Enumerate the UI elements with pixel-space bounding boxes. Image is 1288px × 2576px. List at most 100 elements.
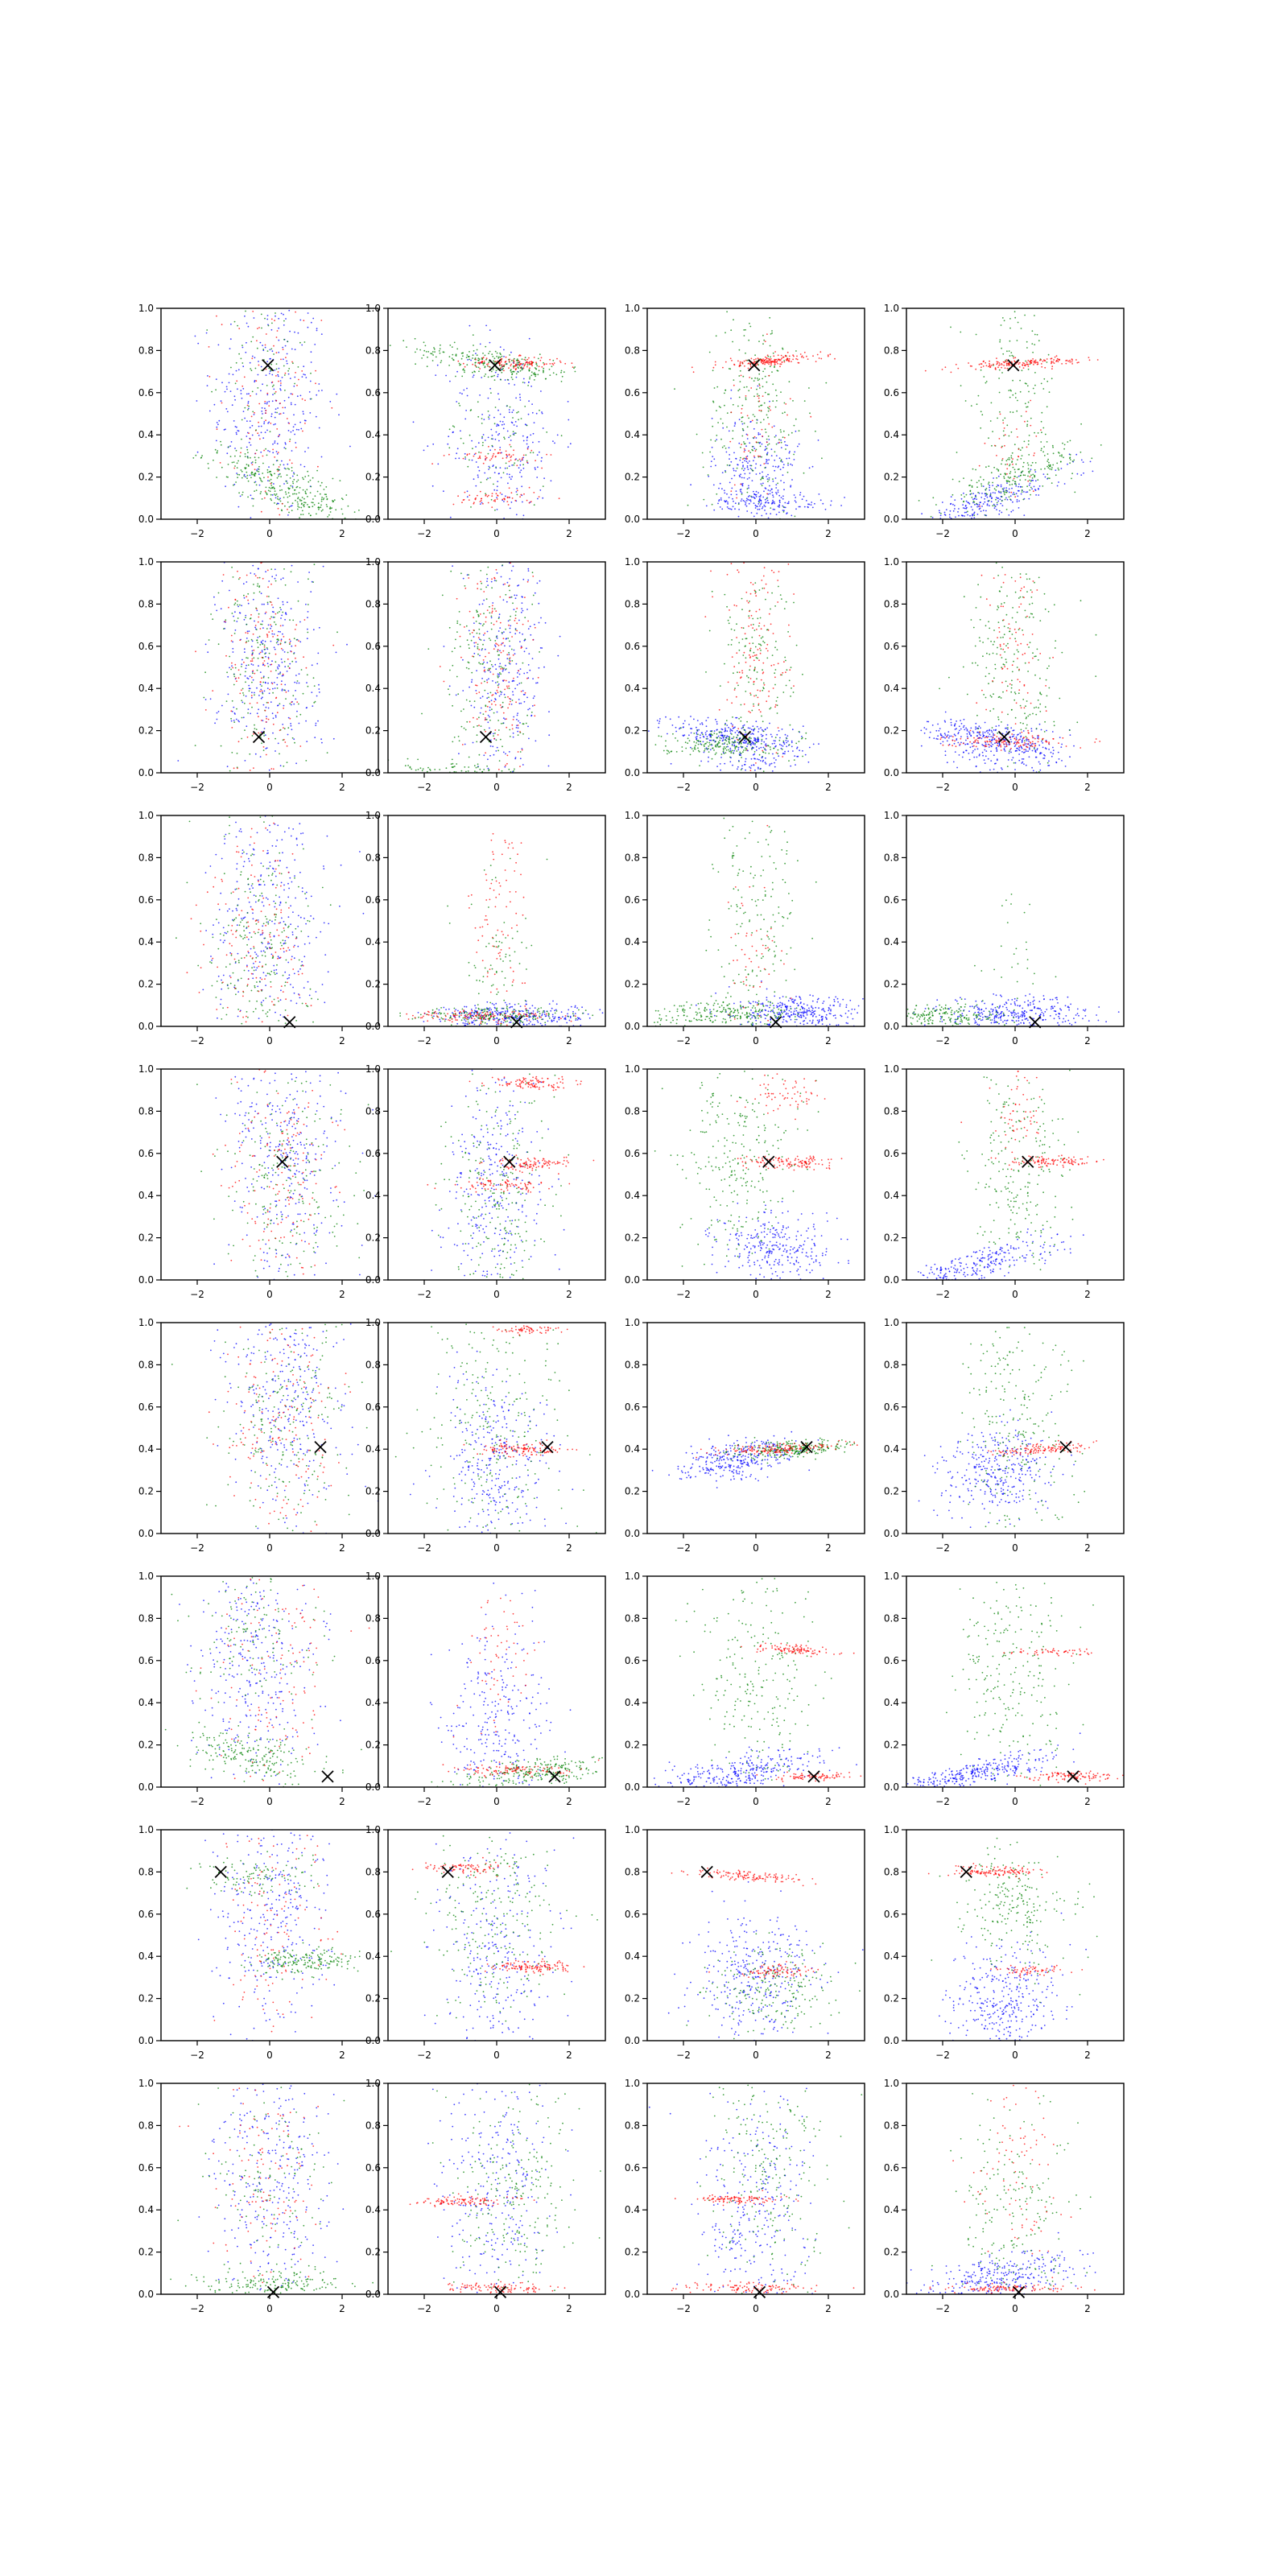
scatter-point-series-2 — [999, 339, 1001, 341]
scatter-point-series-1 — [299, 394, 302, 397]
scatter-point-series-1 — [237, 720, 239, 721]
scatter-point-series-2 — [460, 357, 463, 360]
scatter-point-series-3 — [744, 365, 745, 367]
scatter-point-series-2 — [233, 683, 235, 686]
scatter-point-series-2 — [532, 452, 535, 454]
scatter-point-series-2 — [483, 623, 485, 625]
scatter-point-series-3 — [258, 364, 260, 366]
scatter-point-series-1 — [945, 509, 947, 510]
scatter-point-series-1 — [443, 490, 444, 493]
scatter-point-series-1 — [514, 594, 516, 597]
scatter-point-series-2 — [423, 349, 426, 352]
scatter-point-series-3 — [524, 597, 526, 598]
scatter-point-series-1 — [728, 726, 729, 729]
scatter-point-series-2 — [952, 493, 954, 496]
scatter-point-series-1 — [810, 504, 812, 506]
scatter-point-series-2 — [320, 481, 323, 484]
scatter-point-series-1 — [237, 605, 239, 608]
scatter-point-series-2 — [244, 729, 246, 731]
scatter-point-series-3 — [746, 415, 749, 417]
scatter-point-series-2 — [433, 347, 435, 349]
scatter-point-series-3 — [288, 667, 291, 669]
scatter-point-series-3 — [1014, 357, 1017, 359]
scatter-point-series-2 — [291, 487, 294, 489]
scatter-point-series-1 — [510, 570, 513, 572]
scatter-point-series-1 — [294, 376, 296, 378]
scatter-point-series-1 — [278, 673, 279, 675]
scatter-point-series-3 — [500, 707, 502, 708]
scatter-point-series-3 — [439, 666, 441, 667]
scatter-point-series-2 — [1010, 455, 1013, 457]
scatter-point-series-3 — [980, 363, 982, 365]
scatter-point-series-3 — [301, 370, 303, 372]
scatter-point-series-2 — [476, 609, 477, 612]
scatter-point-series-2 — [481, 436, 483, 438]
scatter-point-series-1 — [498, 398, 500, 400]
scatter-point-series-1 — [734, 732, 737, 733]
scatter-point-series-3 — [762, 358, 764, 360]
scatter-point-series-1 — [272, 452, 275, 454]
scatter-point-series-3 — [509, 358, 511, 361]
scatter-point-series-2 — [971, 485, 973, 487]
scatter-point-series-1 — [248, 393, 250, 395]
scatter-point-series-1 — [470, 704, 473, 707]
scatter-point-series-2 — [464, 371, 465, 374]
scatter-point-series-1 — [717, 735, 720, 737]
scatter-point-series-1 — [734, 423, 737, 425]
scatter-point-series-3 — [924, 369, 927, 372]
scatter-point-series-1 — [1082, 461, 1084, 463]
scatter-point-series-3 — [535, 361, 537, 364]
scatter-point-series-2 — [451, 650, 453, 653]
scatter-point-series-1 — [764, 449, 766, 451]
scatter-point-series-1 — [242, 583, 245, 585]
scatter-point-series-1 — [720, 728, 723, 730]
scatter-point-series-2 — [465, 770, 467, 773]
scatter-point-series-1 — [431, 485, 434, 487]
scatter-point-series-1 — [767, 489, 770, 491]
scatter-point-series-1 — [1006, 490, 1009, 492]
scatter-point-series-2 — [1009, 477, 1012, 478]
scatter-point-series-2 — [456, 348, 459, 350]
scatter-point-series-1 — [976, 498, 977, 500]
scatter-point-series-3 — [510, 365, 512, 367]
scatter-point-series-1 — [755, 490, 758, 493]
scatter-point-series-2 — [1069, 459, 1071, 460]
scatter-point-series-1 — [750, 742, 753, 745]
scatter-point-series-1 — [218, 419, 221, 422]
scatter-point-series-3 — [267, 658, 270, 660]
scatter-point-series-1 — [262, 383, 263, 386]
scatter-point-series-2 — [494, 350, 497, 353]
scatter-point-series-3 — [493, 623, 495, 625]
scatter-point-series-2 — [278, 498, 280, 501]
scatter-point-series-1 — [493, 416, 495, 419]
scatter-point-series-2 — [758, 373, 761, 375]
scatter-point-series-3 — [941, 369, 943, 370]
scatter-point-series-3 — [264, 709, 266, 712]
scatter-point-series-1 — [479, 394, 481, 396]
scatter-point-series-1 — [763, 741, 766, 743]
scatter-point-series-2 — [213, 459, 214, 461]
scatter-point-series-2 — [241, 493, 243, 496]
scatter-point-series-1 — [769, 493, 771, 495]
scatter-point-series-1 — [246, 677, 249, 679]
scatter-point-series-2 — [742, 429, 745, 431]
scatter-point-series-1 — [1060, 468, 1063, 469]
scatter-point-series-3 — [238, 328, 241, 329]
scatter-point-series-2 — [741, 416, 744, 419]
scatter-point-series-2 — [461, 375, 464, 378]
scatter-point-series-1 — [271, 350, 274, 353]
scatter-point-series-2 — [266, 471, 269, 473]
scatter-point-series-1 — [973, 497, 976, 500]
scatter-point-series-2 — [667, 753, 668, 755]
x-marker — [262, 359, 275, 372]
scatter-point-series-2 — [289, 477, 291, 479]
scatter-point-series-3 — [522, 367, 525, 369]
scatter-point-series-1 — [489, 449, 491, 452]
scatter-point-series-1 — [294, 349, 296, 351]
scatter-point-series-1 — [1016, 501, 1018, 503]
scatter-point-series-2 — [329, 506, 332, 509]
x-tick-label: 2 — [825, 528, 832, 539]
scatter-point-series-3 — [758, 385, 761, 386]
scatter-point-series-1 — [314, 737, 316, 739]
scatter-point-series-2 — [308, 481, 310, 483]
